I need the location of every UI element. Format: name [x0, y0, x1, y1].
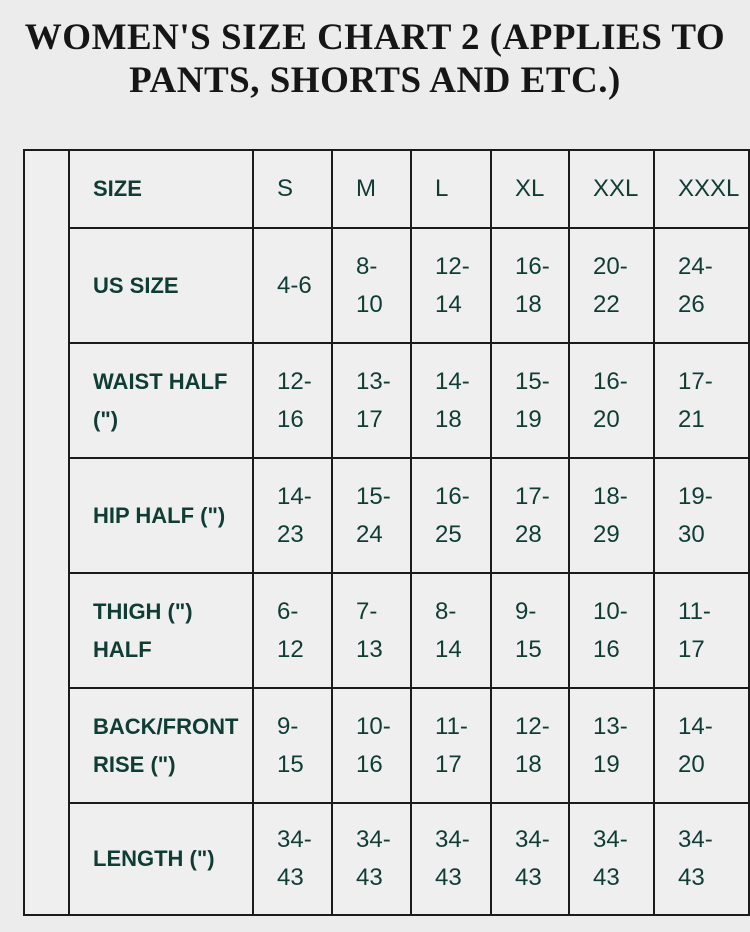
value-cell: 14- 23 [252, 457, 333, 574]
value-cell: 34- 43 [653, 802, 750, 916]
value-cell: 11- 17 [410, 687, 492, 804]
header-cell-xxxl: XXXL [653, 149, 750, 229]
value-cell: 14- 20 [653, 687, 750, 804]
value-cell: 12- 14 [410, 227, 492, 344]
row-label: LENGTH (") [68, 802, 254, 916]
header-cell-size: SIZE [68, 149, 254, 229]
value-cell: 7- 13 [331, 572, 412, 689]
value-cell: 16- 20 [568, 342, 655, 459]
value-cell: 34- 43 [252, 802, 333, 916]
table-row-hip-half: HIP HALF (") 14- 23 15- 24 16- 25 17- 28… [24, 457, 750, 574]
value-cell: 17- 21 [653, 342, 750, 459]
table-row-us-size: US SIZE 4-6 8- 10 12- 14 16- 18 20- 22 2… [24, 227, 750, 344]
value-cell: 34- 43 [568, 802, 655, 916]
value-cell: 8- 14 [410, 572, 492, 689]
value-cell: 12- 18 [490, 687, 570, 804]
value-cell: 10- 16 [568, 572, 655, 689]
value-cell: 11- 17 [653, 572, 750, 689]
value-cell: 16- 18 [490, 227, 570, 344]
header-cell-m: M [331, 149, 412, 229]
value-cell: 15- 24 [331, 457, 412, 574]
value-cell: 9- 15 [252, 687, 333, 804]
value-cell: 4-6 [252, 227, 333, 344]
value-cell: 19- 30 [653, 457, 750, 574]
row-label: THIGH (") HALF [68, 572, 254, 689]
row-label: HIP HALF (") [68, 457, 254, 574]
value-cell: 8- 10 [331, 227, 412, 344]
value-cell: 10- 16 [331, 687, 412, 804]
header-cell-s: S [252, 149, 333, 229]
value-cell: 6- 12 [252, 572, 333, 689]
value-cell: 13- 17 [331, 342, 412, 459]
value-cell: 34- 43 [490, 802, 570, 916]
header-cell-xxl: XXL [568, 149, 655, 229]
value-cell: 34- 43 [410, 802, 492, 916]
size-chart-table: SIZE S M L XL XXL XXXL US SIZE 4-6 8- 10… [23, 149, 750, 916]
table-row-length: LENGTH (") 34- 43 34- 43 34- 43 34- 43 3… [24, 802, 750, 916]
header-cell-xl: XL [490, 149, 570, 229]
value-cell: 9- 15 [490, 572, 570, 689]
table-header-row: SIZE S M L XL XXL XXXL [23, 149, 750, 916]
value-cell: 18- 29 [568, 457, 655, 574]
header-cell-l: L [410, 149, 492, 229]
value-cell: 12- 16 [252, 342, 333, 459]
table-row-thigh-half: THIGH (") HALF 6- 12 7- 13 8- 14 9- 15 1… [24, 572, 750, 689]
value-cell: 15- 19 [490, 342, 570, 459]
value-cell: 17- 28 [490, 457, 570, 574]
value-cell: 16- 25 [410, 457, 492, 574]
row-label: US SIZE [68, 227, 254, 344]
left-spacer-cell [23, 149, 70, 916]
table-row-waist-half: WAIST HALF (") 12- 16 13- 17 14- 18 15- … [24, 342, 750, 459]
value-cell: 24- 26 [653, 227, 750, 344]
page-title: WOMEN'S SIZE CHART 2 (APPLIES TO PANTS, … [24, 17, 726, 101]
table-row-back-front-rise: BACK/FRONT RISE (") 9- 15 10- 16 11- 17 … [24, 687, 750, 804]
row-label: BACK/FRONT RISE (") [68, 687, 254, 804]
value-cell: 34- 43 [331, 802, 412, 916]
value-cell: 13- 19 [568, 687, 655, 804]
value-cell: 14- 18 [410, 342, 492, 459]
value-cell: 20- 22 [568, 227, 655, 344]
row-label: WAIST HALF (") [68, 342, 254, 459]
